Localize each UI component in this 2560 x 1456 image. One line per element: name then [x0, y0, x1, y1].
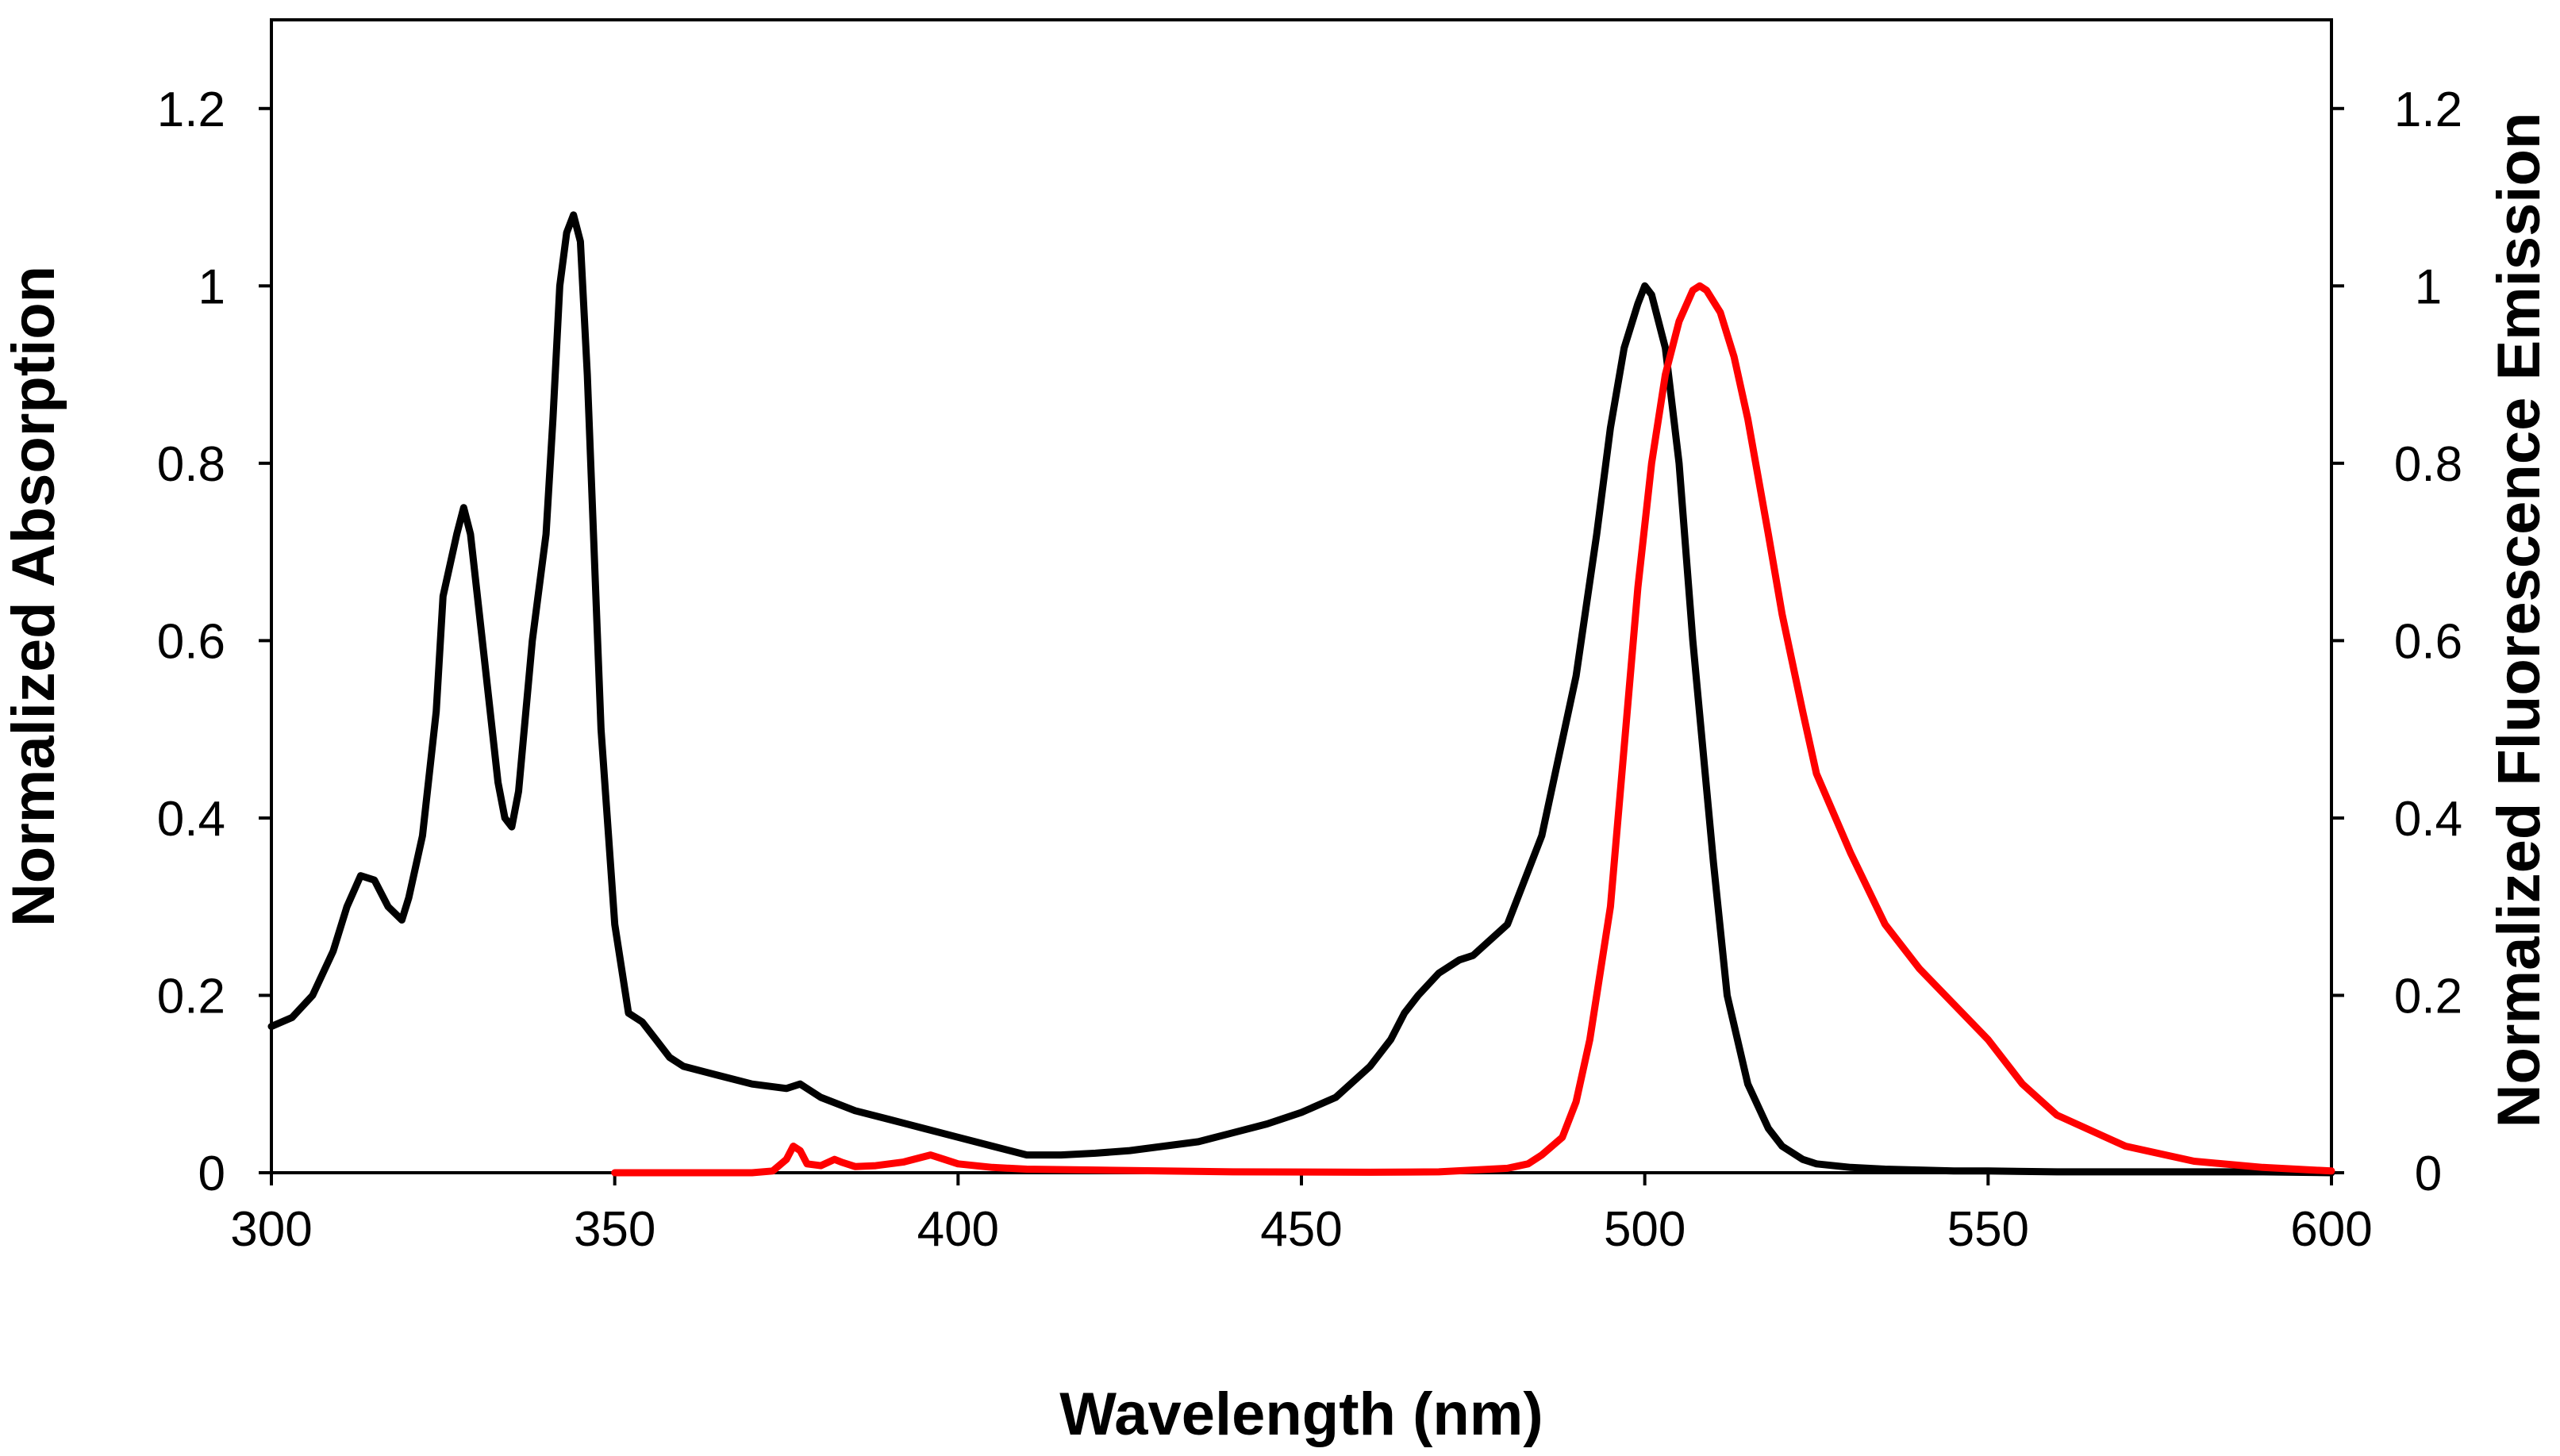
x-tick-label: 550	[1947, 1202, 2029, 1257]
y-left-tick-label: 0.4	[157, 792, 225, 847]
y-left-axis-title: Normalized Absorption	[0, 266, 67, 927]
y-left-tick-label: 1.2	[157, 83, 225, 137]
absorption-series-line	[267, 211, 2335, 1177]
x-tick-label: 450	[1260, 1202, 1342, 1257]
y-right-tick-label: 0	[2415, 1147, 2442, 1201]
y-right-tick-label: 0.4	[2394, 792, 2462, 847]
x-tick-label: 400	[917, 1202, 999, 1257]
y-right-tick-label: 0.8	[2394, 437, 2462, 492]
y-right-axis-title: Normalized Fluorescence Emission	[2485, 113, 2553, 1128]
y-right-tick-label: 0.6	[2394, 614, 2462, 669]
x-tick-label: 600	[2290, 1202, 2372, 1257]
y-right-tick-label: 0.2	[2394, 969, 2462, 1024]
y-left-tick-label: 1	[198, 259, 225, 314]
y-right-tick-label: 1.2	[2394, 83, 2462, 137]
x-tick-label: 500	[1604, 1202, 1686, 1257]
emission-series-line	[611, 282, 2335, 1177]
y-left-tick-label: 0	[198, 1147, 225, 1201]
plot-frame	[270, 18, 2333, 1174]
y-left-tick-label: 0.8	[157, 437, 225, 492]
y-right-tick-label: 1	[2415, 259, 2442, 314]
y-left-tick-label: 0.2	[157, 969, 225, 1024]
x-tick-label: 300	[230, 1202, 312, 1257]
x-axis-title: Wavelength (nm)	[1059, 1381, 1543, 1448]
x-tick-label: 350	[574, 1202, 655, 1257]
y-left-tick-label: 0.6	[157, 614, 225, 669]
